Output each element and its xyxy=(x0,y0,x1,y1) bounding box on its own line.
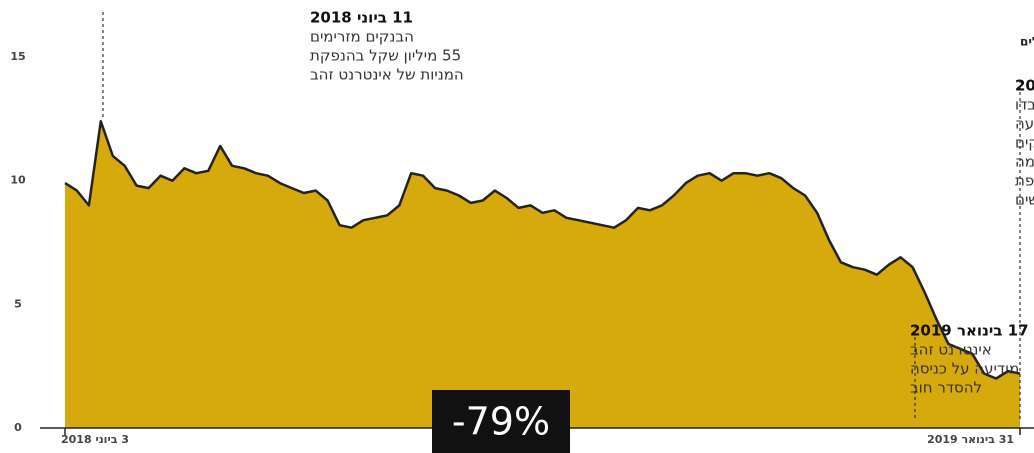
annotation-date: 17 בינואר 2019 xyxy=(910,322,1029,340)
chart-subtitle: ניית אינטרנט זהב מאז ההנפקה, בשקלים xyxy=(1020,35,1034,49)
annotation-text: אינטרנט זהב xyxy=(910,341,992,359)
annotation-text: 83% על ההשקעה xyxy=(1015,115,1034,133)
annotation-text: הבנקים מזרימים xyxy=(310,28,414,46)
annotation-text: המניות של אינטרנט זהב xyxy=(310,66,464,84)
change-label: -79% xyxy=(452,400,550,444)
area xyxy=(65,121,1020,429)
annotation-date: 31 בינואר 2019 xyxy=(1015,77,1034,95)
line xyxy=(64,120,1021,380)
annotation-text: נוספת לקופת xyxy=(1015,172,1034,190)
y-tick-label: 15 xyxy=(10,50,25,63)
x-tick-label: 3 ביוני 2018 xyxy=(61,433,129,446)
annotation-text: אחרי שאיבדו xyxy=(1015,96,1034,114)
y-tick-label: 10 xyxy=(10,174,26,187)
annotation-date: 11 ביוני 2018 xyxy=(310,9,413,27)
x-tick-label: 31 בינואר 2019 xyxy=(927,433,1014,446)
annotation-text: בוחנים הזרמה xyxy=(1015,153,1034,171)
change-box xyxy=(432,390,570,453)
annotation-text: בהנפקה הבנקים xyxy=(1015,134,1034,152)
annotation-text: מודיעה על כניסה xyxy=(910,360,1019,378)
annotation-text: להסדר חוב xyxy=(910,379,982,397)
y-tick-label: 5 xyxy=(14,297,22,310)
y-tick-label: 0 xyxy=(14,421,22,434)
annotation-text: הנושים xyxy=(1015,191,1034,209)
annotation-text: 55 מיליון שקל בהנפקת xyxy=(310,47,461,65)
